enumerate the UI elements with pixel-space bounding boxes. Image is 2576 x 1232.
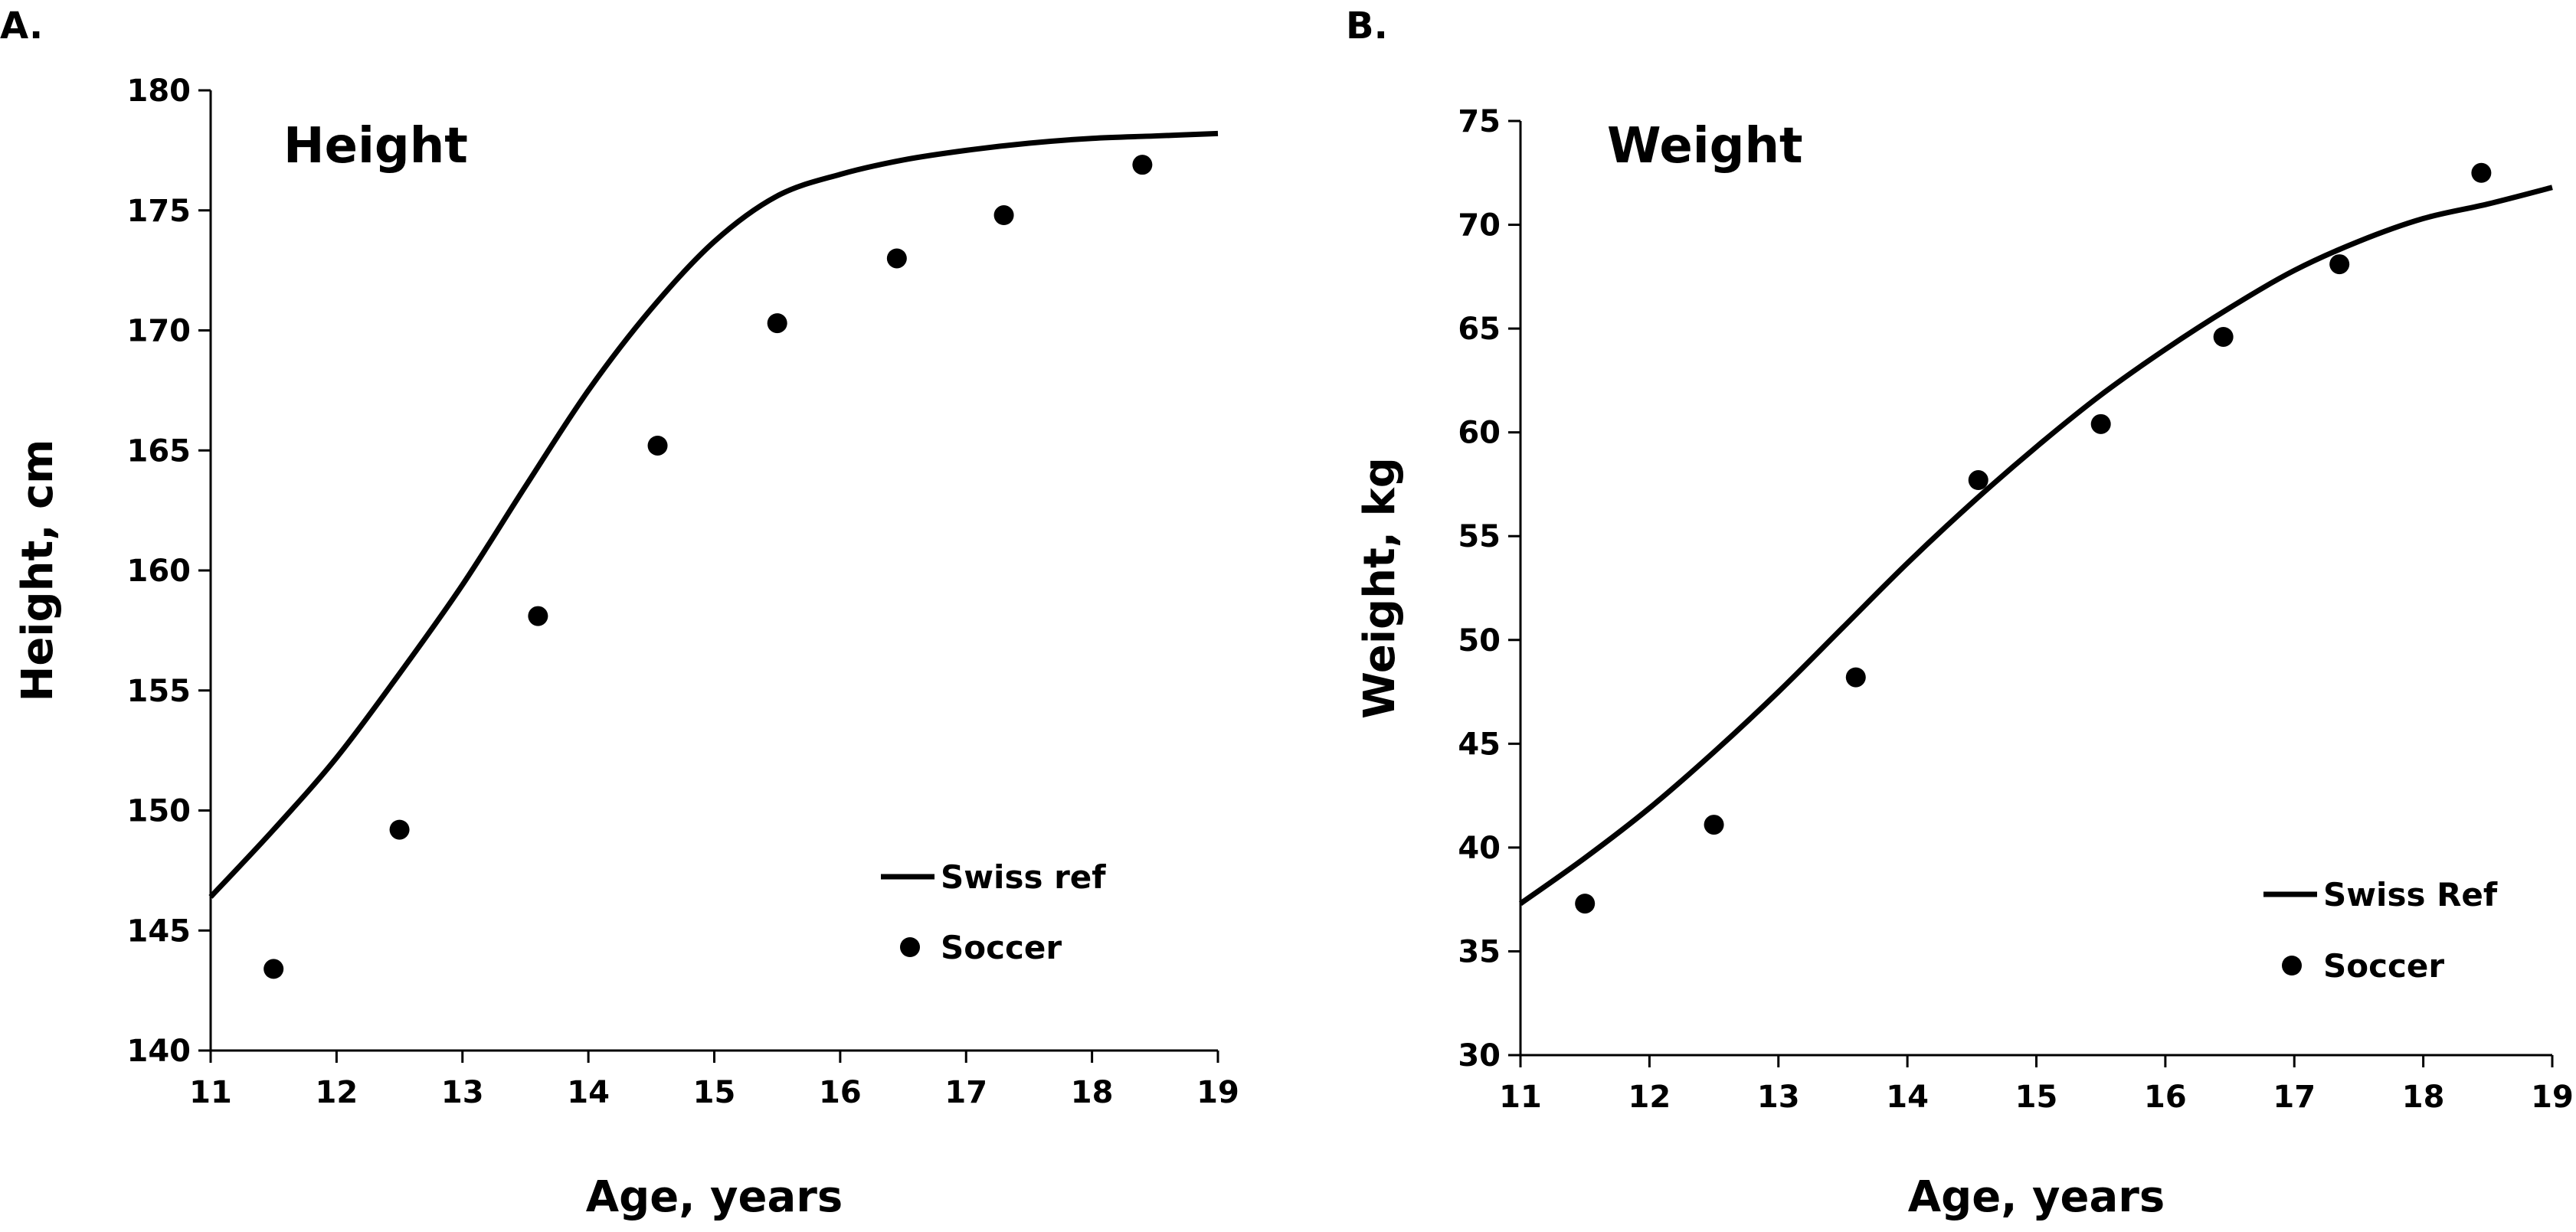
chart-title: Height [283, 118, 468, 175]
legend-label: Swiss Ref [2323, 876, 2498, 913]
y-tick-label: 170 [127, 314, 191, 349]
scatter-point [528, 606, 548, 626]
scatter-point [263, 959, 284, 979]
scatter-point [1575, 894, 1596, 914]
y-tick-label: 155 [127, 674, 191, 709]
legend-dot-swatch [900, 937, 920, 957]
y-tick-label: 50 [1458, 623, 1501, 658]
chart-panel-b: B. Weight 30 35 40 45 50 55 60 65 70 75 11 12 13 14 15 16… [1346, 5, 2574, 1222]
x-tick-label: 14 [1886, 1080, 1929, 1115]
y-tick-label: 35 [1458, 934, 1501, 969]
y-tick-label: 145 [127, 913, 191, 949]
x-tick-label: 13 [1757, 1080, 1800, 1115]
scatter-point [1968, 470, 1988, 491]
legend-label: Swiss ref [941, 858, 1106, 896]
y-tick-label: 55 [1458, 519, 1501, 554]
scatter-point [2329, 254, 2350, 275]
series-line-swiss-ref [1518, 185, 2553, 906]
y-tick-label: 70 [1458, 208, 1501, 243]
chart-panel-a: A. Height 140 145 150 155 160 165 170 175 180 11 12 1… [0, 5, 1239, 1222]
x-tick-label: 16 [2144, 1080, 2187, 1115]
panel-label: A. [0, 5, 43, 47]
y-axis-title: Weight, kg [1355, 457, 1405, 719]
x-tick-label: 16 [819, 1075, 862, 1110]
y-tick-label: 165 [127, 433, 191, 469]
x-tick-label: 17 [944, 1075, 987, 1110]
x-tick-label: 12 [316, 1075, 358, 1110]
y-tick-label: 40 [1458, 831, 1501, 866]
y-tick-label: 60 [1458, 416, 1501, 451]
y-tick-label: 140 [127, 1034, 191, 1069]
x-tick-label: 14 [567, 1075, 610, 1110]
scatter-point [647, 435, 668, 456]
scatter-point [389, 819, 410, 840]
x-tick-label: 19 [1196, 1075, 1239, 1110]
y-tick-label: 150 [127, 794, 191, 829]
x-tick-label: 11 [1499, 1080, 1542, 1115]
x-tick-label: 18 [2402, 1080, 2445, 1115]
x-tick-label: 18 [1071, 1075, 1114, 1110]
y-tick-label: 30 [1458, 1038, 1501, 1074]
x-tick-label: 11 [189, 1075, 232, 1110]
legend-dot-swatch [2282, 956, 2302, 975]
y-tick-label: 45 [1458, 727, 1501, 762]
x-tick-label: 12 [1628, 1080, 1671, 1115]
scatter-point [2471, 162, 2492, 183]
scatter-point [767, 313, 787, 334]
scatter-point [2213, 326, 2234, 347]
chart-title: Weight [1607, 118, 1803, 175]
x-tick-label: 13 [441, 1075, 484, 1110]
y-tick-label: 175 [127, 194, 191, 229]
scatter-point [1845, 667, 1866, 688]
y-tick-label: 75 [1458, 104, 1501, 139]
x-tick-label: 19 [2531, 1080, 2574, 1115]
scatter-point [886, 248, 907, 269]
series-line-swiss-ref [208, 130, 1219, 899]
y-axis-title: Height, cm [13, 439, 63, 701]
y-tick-label: 180 [127, 74, 191, 109]
scatter-point [993, 205, 1014, 226]
x-tick-label: 17 [2273, 1080, 2316, 1115]
x-axis-title: Age, years [1908, 1172, 2165, 1222]
panel-label: B. [1346, 5, 1388, 47]
scatter-point [2090, 413, 2111, 434]
y-tick-label: 160 [127, 554, 191, 589]
x-tick-label: 15 [693, 1075, 736, 1110]
legend-label: Soccer [941, 929, 1062, 966]
y-tick-label: 65 [1458, 312, 1501, 347]
scatter-point [1132, 155, 1153, 175]
x-tick-label: 15 [2015, 1080, 2058, 1115]
legend-label: Soccer [2323, 947, 2444, 985]
x-axis-title: Age, years [586, 1172, 843, 1222]
scatter-point [1704, 815, 1724, 835]
